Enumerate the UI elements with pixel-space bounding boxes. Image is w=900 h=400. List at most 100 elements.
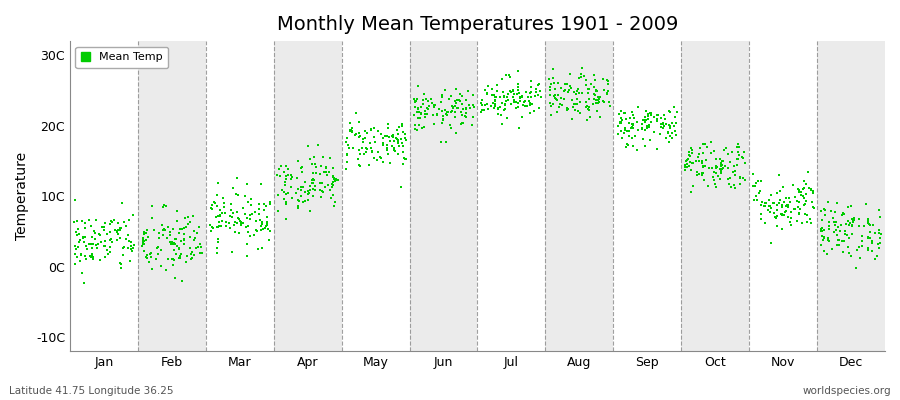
Point xyxy=(564,97,579,103)
Point xyxy=(799,191,814,198)
Point xyxy=(574,90,589,96)
Point xyxy=(625,120,639,127)
Point xyxy=(730,156,744,162)
Point xyxy=(88,230,103,236)
Point xyxy=(706,177,721,183)
Point xyxy=(186,213,201,219)
Point xyxy=(798,200,813,207)
Point xyxy=(396,149,410,156)
Point xyxy=(490,82,504,88)
Point xyxy=(232,230,247,236)
Point xyxy=(597,99,611,106)
Point xyxy=(448,109,463,115)
Point xyxy=(503,89,517,95)
Point xyxy=(145,215,159,222)
Point xyxy=(390,136,404,143)
Point xyxy=(352,134,366,140)
Text: worldspecies.org: worldspecies.org xyxy=(803,386,891,396)
Point xyxy=(88,217,103,223)
Point xyxy=(797,201,812,207)
Point xyxy=(644,119,658,126)
Point xyxy=(326,192,340,198)
Point xyxy=(465,102,480,108)
Point xyxy=(630,119,644,126)
Point xyxy=(665,135,680,142)
Point xyxy=(407,96,421,103)
Point xyxy=(71,230,86,237)
Point xyxy=(585,100,599,107)
Point xyxy=(518,88,533,95)
Point xyxy=(553,100,567,107)
Point xyxy=(249,226,264,233)
Point xyxy=(307,154,321,160)
Point xyxy=(861,234,876,240)
Point xyxy=(319,169,333,175)
Point xyxy=(804,187,818,193)
Point xyxy=(420,98,435,104)
Point xyxy=(215,210,230,217)
Point xyxy=(175,226,189,232)
Point xyxy=(795,220,809,227)
Point xyxy=(305,192,320,199)
Point xyxy=(416,97,430,104)
Point xyxy=(418,111,432,117)
Point xyxy=(488,97,502,103)
Point xyxy=(295,169,310,175)
Point xyxy=(312,170,327,177)
Point xyxy=(446,104,460,110)
Point xyxy=(773,197,788,204)
Point xyxy=(123,238,138,245)
Point xyxy=(233,222,248,228)
Point xyxy=(830,242,844,248)
Point xyxy=(579,82,593,88)
Point xyxy=(656,112,670,118)
Point xyxy=(410,96,425,102)
Point xyxy=(861,216,876,222)
Point xyxy=(284,176,299,182)
Point xyxy=(78,255,93,262)
Point xyxy=(418,108,432,114)
Point xyxy=(103,237,117,244)
Point xyxy=(626,122,641,128)
Point xyxy=(163,239,177,246)
Point xyxy=(448,113,463,120)
Point xyxy=(624,125,638,131)
Point xyxy=(814,226,829,232)
Point xyxy=(762,203,777,209)
Point xyxy=(84,222,98,229)
Point xyxy=(761,206,776,213)
Point xyxy=(487,104,501,111)
Point xyxy=(650,116,664,122)
Point xyxy=(780,202,795,209)
Point xyxy=(847,215,861,222)
Point xyxy=(309,182,323,189)
Point xyxy=(440,109,454,116)
Point xyxy=(394,140,409,146)
Point xyxy=(184,251,198,257)
Point xyxy=(583,81,598,87)
Point xyxy=(212,213,226,219)
Point xyxy=(223,207,238,213)
Point xyxy=(72,239,86,245)
Point xyxy=(475,107,490,114)
Point xyxy=(532,80,546,87)
Point xyxy=(314,194,328,200)
Point xyxy=(446,103,460,110)
Point xyxy=(667,114,681,121)
Point xyxy=(93,230,107,237)
Point xyxy=(76,235,90,241)
Point xyxy=(543,92,557,98)
Point xyxy=(319,164,333,171)
Point xyxy=(511,87,526,93)
Bar xyxy=(613,41,681,351)
Point xyxy=(872,207,886,214)
Point xyxy=(226,210,240,216)
Point xyxy=(224,201,238,207)
Point xyxy=(258,203,273,209)
Point xyxy=(99,230,113,237)
Point xyxy=(720,165,734,171)
Point xyxy=(391,140,405,146)
Point xyxy=(389,135,403,141)
Point xyxy=(326,174,340,180)
Point xyxy=(414,110,428,117)
